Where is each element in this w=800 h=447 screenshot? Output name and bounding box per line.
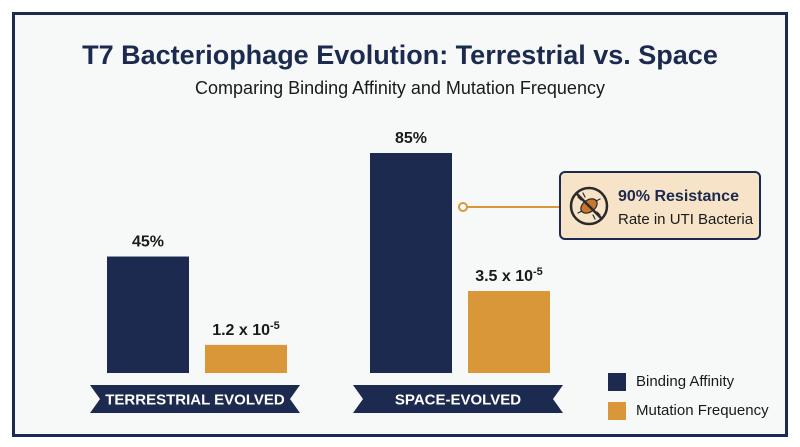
category-label: SPACE-EVOLVED [395,392,521,409]
data-label: 45% [132,234,164,251]
callout-title: 90% Resistance [618,188,739,205]
resistance-callout: 90% Resistance Rate in UTI Bacteria [559,171,761,240]
crossed-out-bacteria-icon [569,186,609,226]
bar-binding-affinity-1 [370,153,452,373]
legend-label: Binding Affinity [636,373,735,390]
bar-mutation-frequency-1 [468,291,550,373]
data-label: 85% [395,130,427,147]
bar-binding-affinity-0 [107,256,189,373]
category-banner [353,385,563,413]
legend-swatch-binding-affinity [608,373,626,391]
data-label: 1.2 x 10-5 [212,320,280,339]
callout-text: Rate in UTI Bacteria [618,211,754,228]
data-label-exponent: -5 [533,266,543,278]
legend-swatch-mutation-frequency [608,402,626,420]
callout-connector-dot [458,202,468,212]
chart-subtitle: Comparing Binding Affinity and Mutation … [195,78,605,98]
legend-label: Mutation Frequency [636,402,769,419]
data-label: 3.5 x 10-5 [475,266,543,285]
bar-mutation-frequency-0 [205,344,287,373]
category-banner [90,385,300,413]
category-label: TERRESTRIAL EVOLVED [105,392,285,409]
data-label-exponent: -5 [270,320,280,332]
chart-title: T7 Bacteriophage Evolution: Terrestrial … [82,40,718,70]
